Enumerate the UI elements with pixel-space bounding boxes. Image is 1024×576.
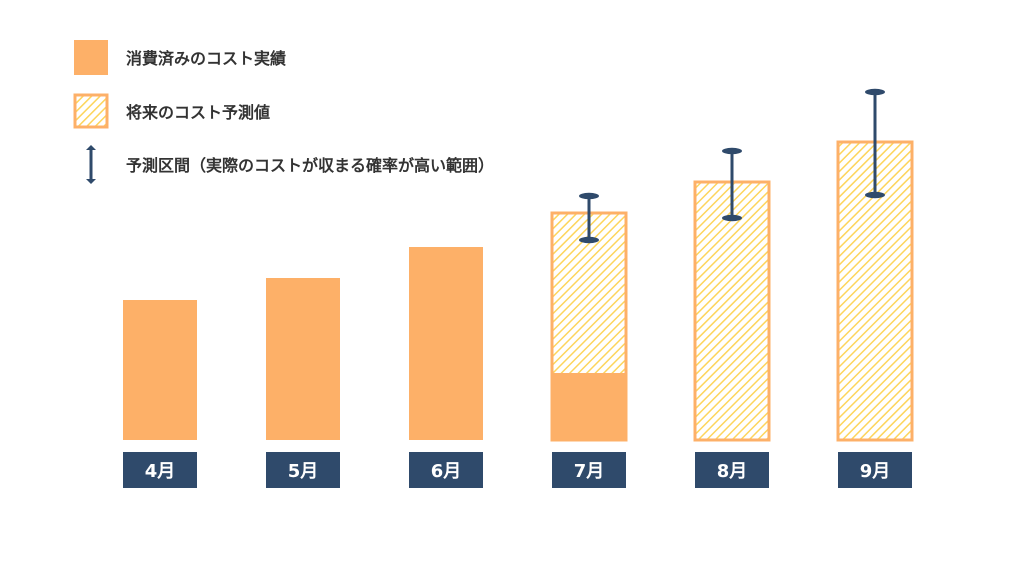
- legend-forecast-label: 将来のコスト予測値: [126, 103, 270, 122]
- legend-actual-label: 消費済みのコスト実績: [126, 49, 286, 68]
- prediction-interval: [579, 192, 599, 244]
- month-label-text: 8月: [717, 461, 748, 482]
- month-label-bg: [409, 452, 483, 488]
- month-label: 5月: [266, 452, 340, 488]
- prediction-interval: [865, 88, 885, 199]
- legend-interval-icon: [86, 145, 96, 184]
- month-label-bg: [123, 452, 197, 488]
- legend-forecast-swatch: [73, 93, 109, 129]
- month-label-bg: [552, 452, 626, 488]
- month-label-text: 9月: [860, 461, 891, 482]
- month-label: 8月: [695, 452, 769, 488]
- month-label-bg: [695, 452, 769, 488]
- month-labels-layer: 4月 5月 6月 7月 8月 9月: [123, 452, 912, 488]
- actual-bar: [266, 278, 340, 440]
- month-label: 6月: [409, 452, 483, 488]
- prediction-interval: [722, 147, 742, 222]
- month-label-text: 7月: [574, 461, 605, 482]
- bars-layer: [123, 140, 914, 442]
- actual-bar: [123, 300, 197, 440]
- month-label-text: 6月: [431, 461, 462, 482]
- month-label-text: 5月: [288, 461, 319, 482]
- legend: 消費済みのコスト実績 将来のコスト予測値 予測区間（実際のコストが収まる確率が高…: [73, 40, 494, 184]
- actual-bar: [550, 373, 628, 442]
- intervals-layer: [579, 88, 885, 244]
- legend-actual-swatch: [74, 40, 108, 75]
- actual-bar: [409, 247, 483, 440]
- month-label: 4月: [123, 452, 197, 488]
- month-label-bg: [266, 452, 340, 488]
- forecast-bar: [693, 180, 771, 442]
- month-label: 9月: [838, 452, 912, 488]
- month-label-bg: [838, 452, 912, 488]
- legend-interval-label: 予測区間（実際のコストが収まる確率が高い範囲）: [126, 156, 494, 175]
- month-label: 7月: [552, 452, 626, 488]
- month-label-text: 4月: [145, 461, 176, 482]
